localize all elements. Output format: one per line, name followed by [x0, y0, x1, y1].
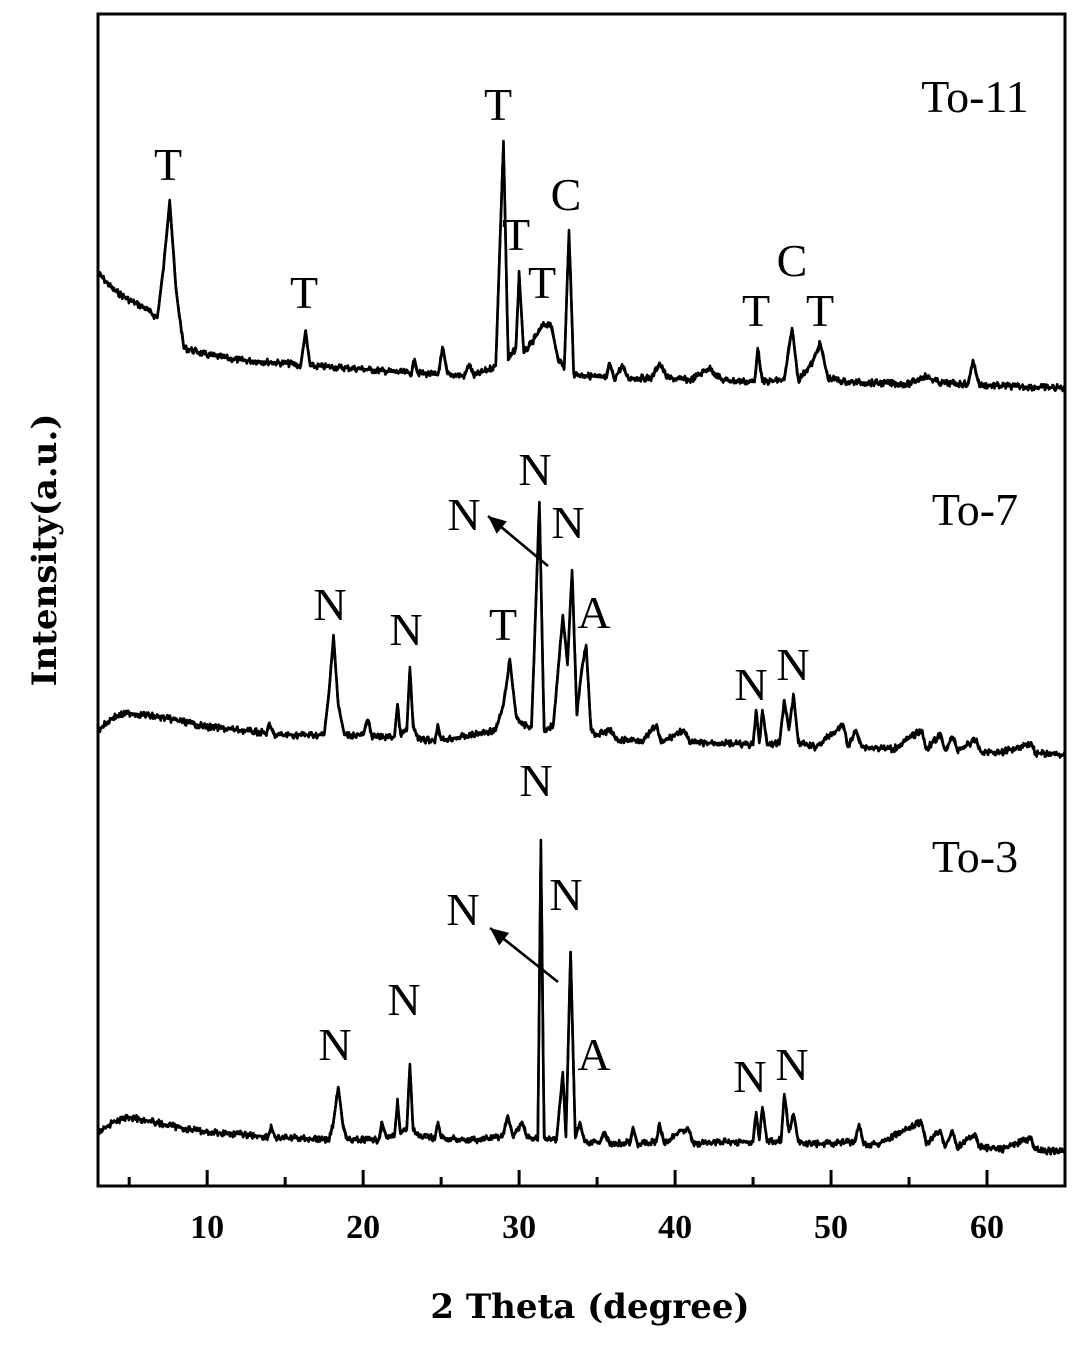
peak-label: N — [519, 755, 552, 806]
peak-label: T — [528, 257, 556, 308]
sample-labels: To-11 To-7 To-3 — [921, 71, 1029, 882]
peak-label: C — [777, 235, 808, 286]
peak-label: N — [775, 1039, 808, 1090]
peak-label: N — [733, 1051, 766, 1102]
peak-label: N — [446, 884, 479, 935]
x-axis-title: 2 Theta (degree) — [430, 1287, 749, 1327]
x-tick-label: 60 — [970, 1209, 1004, 1246]
arrow-head — [490, 928, 510, 946]
peak-label: T — [484, 79, 512, 130]
peak-label: T — [502, 209, 530, 260]
peak-label: T — [290, 267, 318, 318]
y-axis-title: Intensity(a.u.) — [25, 414, 65, 687]
peak-label: T — [806, 285, 834, 336]
peak-label: C — [551, 169, 582, 220]
peak-label: T — [154, 139, 182, 190]
x-tick-label: 50 — [814, 1209, 848, 1246]
x-tick-label: 40 — [658, 1209, 692, 1246]
peak-label: N — [318, 1019, 351, 1070]
peak-label: N — [734, 659, 767, 710]
series-peaks-to-11 — [97, 139, 1066, 390]
arrow-head — [488, 516, 507, 534]
plot-frame — [96, 12, 1067, 1188]
peak-label: T — [489, 599, 517, 650]
peak-label: N — [776, 639, 809, 690]
peak-label: T — [742, 285, 770, 336]
peak-label: A — [577, 1029, 610, 1080]
sample-label-to-7: To-7 — [932, 484, 1018, 535]
peak-label: N — [549, 869, 582, 920]
series-lines — [96, 139, 1066, 1156]
sample-label-to-3: To-3 — [932, 831, 1018, 882]
x-tick-label: 10 — [190, 1209, 224, 1246]
series-peaks-to-7 — [97, 500, 1066, 757]
peak-label: N — [387, 974, 420, 1025]
peak-label: N — [447, 489, 480, 540]
peak-label: A — [577, 587, 610, 638]
series-line-to-11 — [96, 150, 1066, 393]
x-axis-ticks: 10 20 30 40 50 60 — [127, 1170, 1004, 1246]
peak-label: N — [389, 604, 422, 655]
series-peaks-to-3 — [97, 838, 1066, 1154]
peak-label: N — [551, 497, 584, 548]
peak-label: N — [518, 444, 551, 495]
sample-label-to-11: To-11 — [921, 71, 1029, 122]
x-tick-label: 20 — [346, 1209, 380, 1246]
x-tick-label: 30 — [502, 1209, 536, 1246]
arrow-annotations — [487, 515, 559, 984]
peak-label: N — [313, 579, 346, 630]
